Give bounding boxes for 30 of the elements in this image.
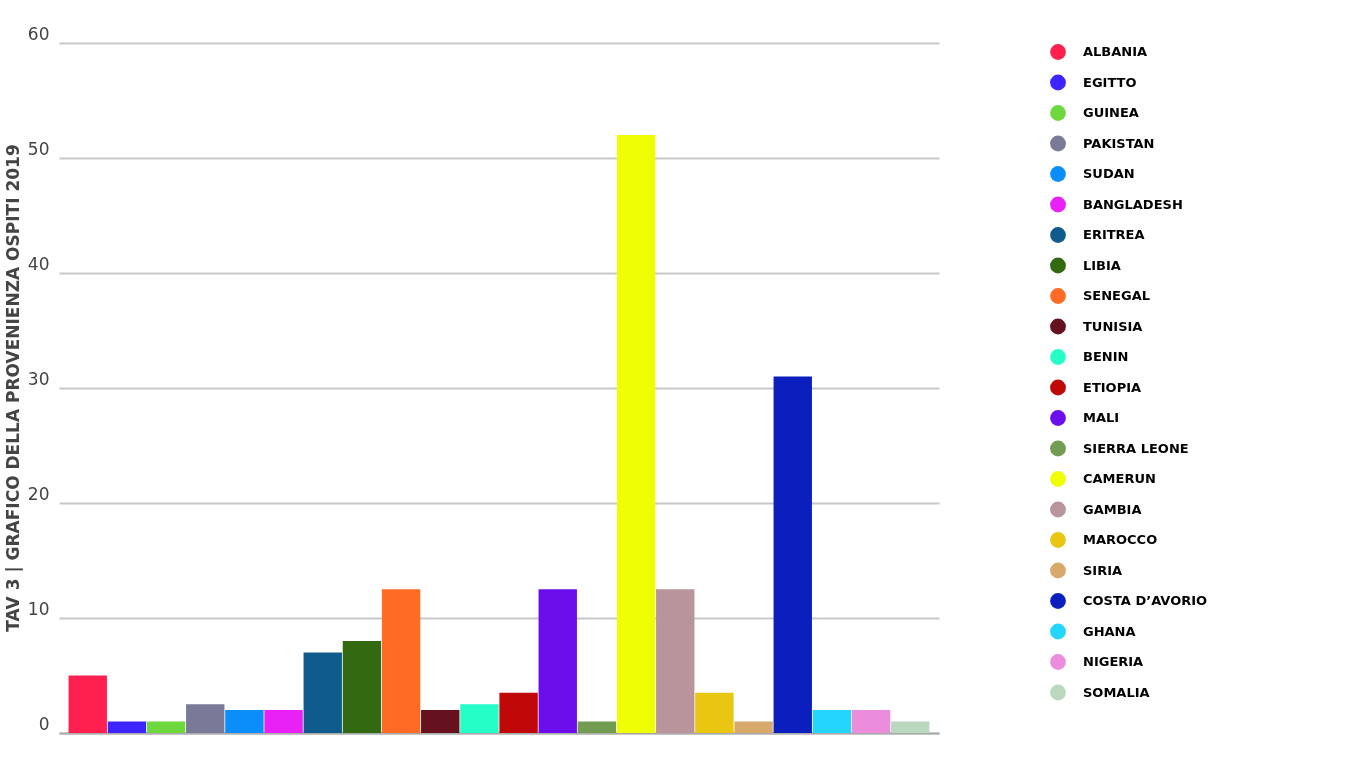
legend-label: COSTA D’AVORIO <box>1083 593 1208 608</box>
y-tick-label: 40 <box>27 253 50 274</box>
y-tick-label: 20 <box>27 483 50 504</box>
legend-label: ETIOPIA <box>1083 379 1142 395</box>
legend-label: GUINEA <box>1083 105 1139 120</box>
legend-label: BENIN <box>1083 349 1129 364</box>
legend-label: GHANA <box>1083 623 1136 639</box>
legend-label: ALBANIA <box>1083 44 1148 59</box>
legend-label: SOMALIA <box>1083 684 1150 700</box>
y-tick-label: 10 <box>27 598 50 619</box>
legend-label: SIERRA LEONE <box>1083 440 1189 456</box>
legend-label: EGITTO <box>1083 74 1137 90</box>
y-tick-label: 0 <box>38 713 50 734</box>
legend-label: TUNISIA <box>1083 318 1143 334</box>
y-tick-label: 50 <box>27 138 50 159</box>
y-tick-label: 30 <box>27 368 50 389</box>
legend-label: SIRIA <box>1083 562 1123 578</box>
legend-label: BANGLADESH <box>1083 196 1183 212</box>
legend-label: PAKISTAN <box>1083 135 1155 151</box>
legend-label: CAMERUN <box>1083 471 1156 486</box>
legend-label: ERITREA <box>1083 227 1145 242</box>
y-tick-label: 60 <box>27 23 50 44</box>
legend-label: SUDAN <box>1083 166 1135 181</box>
legend-label: SENEGAL <box>1083 288 1151 303</box>
legend-label: MAROCCO <box>1083 532 1158 547</box>
legend-label: NIGERIA <box>1083 654 1144 669</box>
legend-label: LIBIA <box>1083 257 1121 273</box>
text: TAV 3 | GRAFICO DELLA PROVENIENZA OSPITI 2019 <box>3 144 24 632</box>
legend-label: MALI <box>1083 410 1120 425</box>
legend-label: GAMBIA <box>1083 501 1142 517</box>
